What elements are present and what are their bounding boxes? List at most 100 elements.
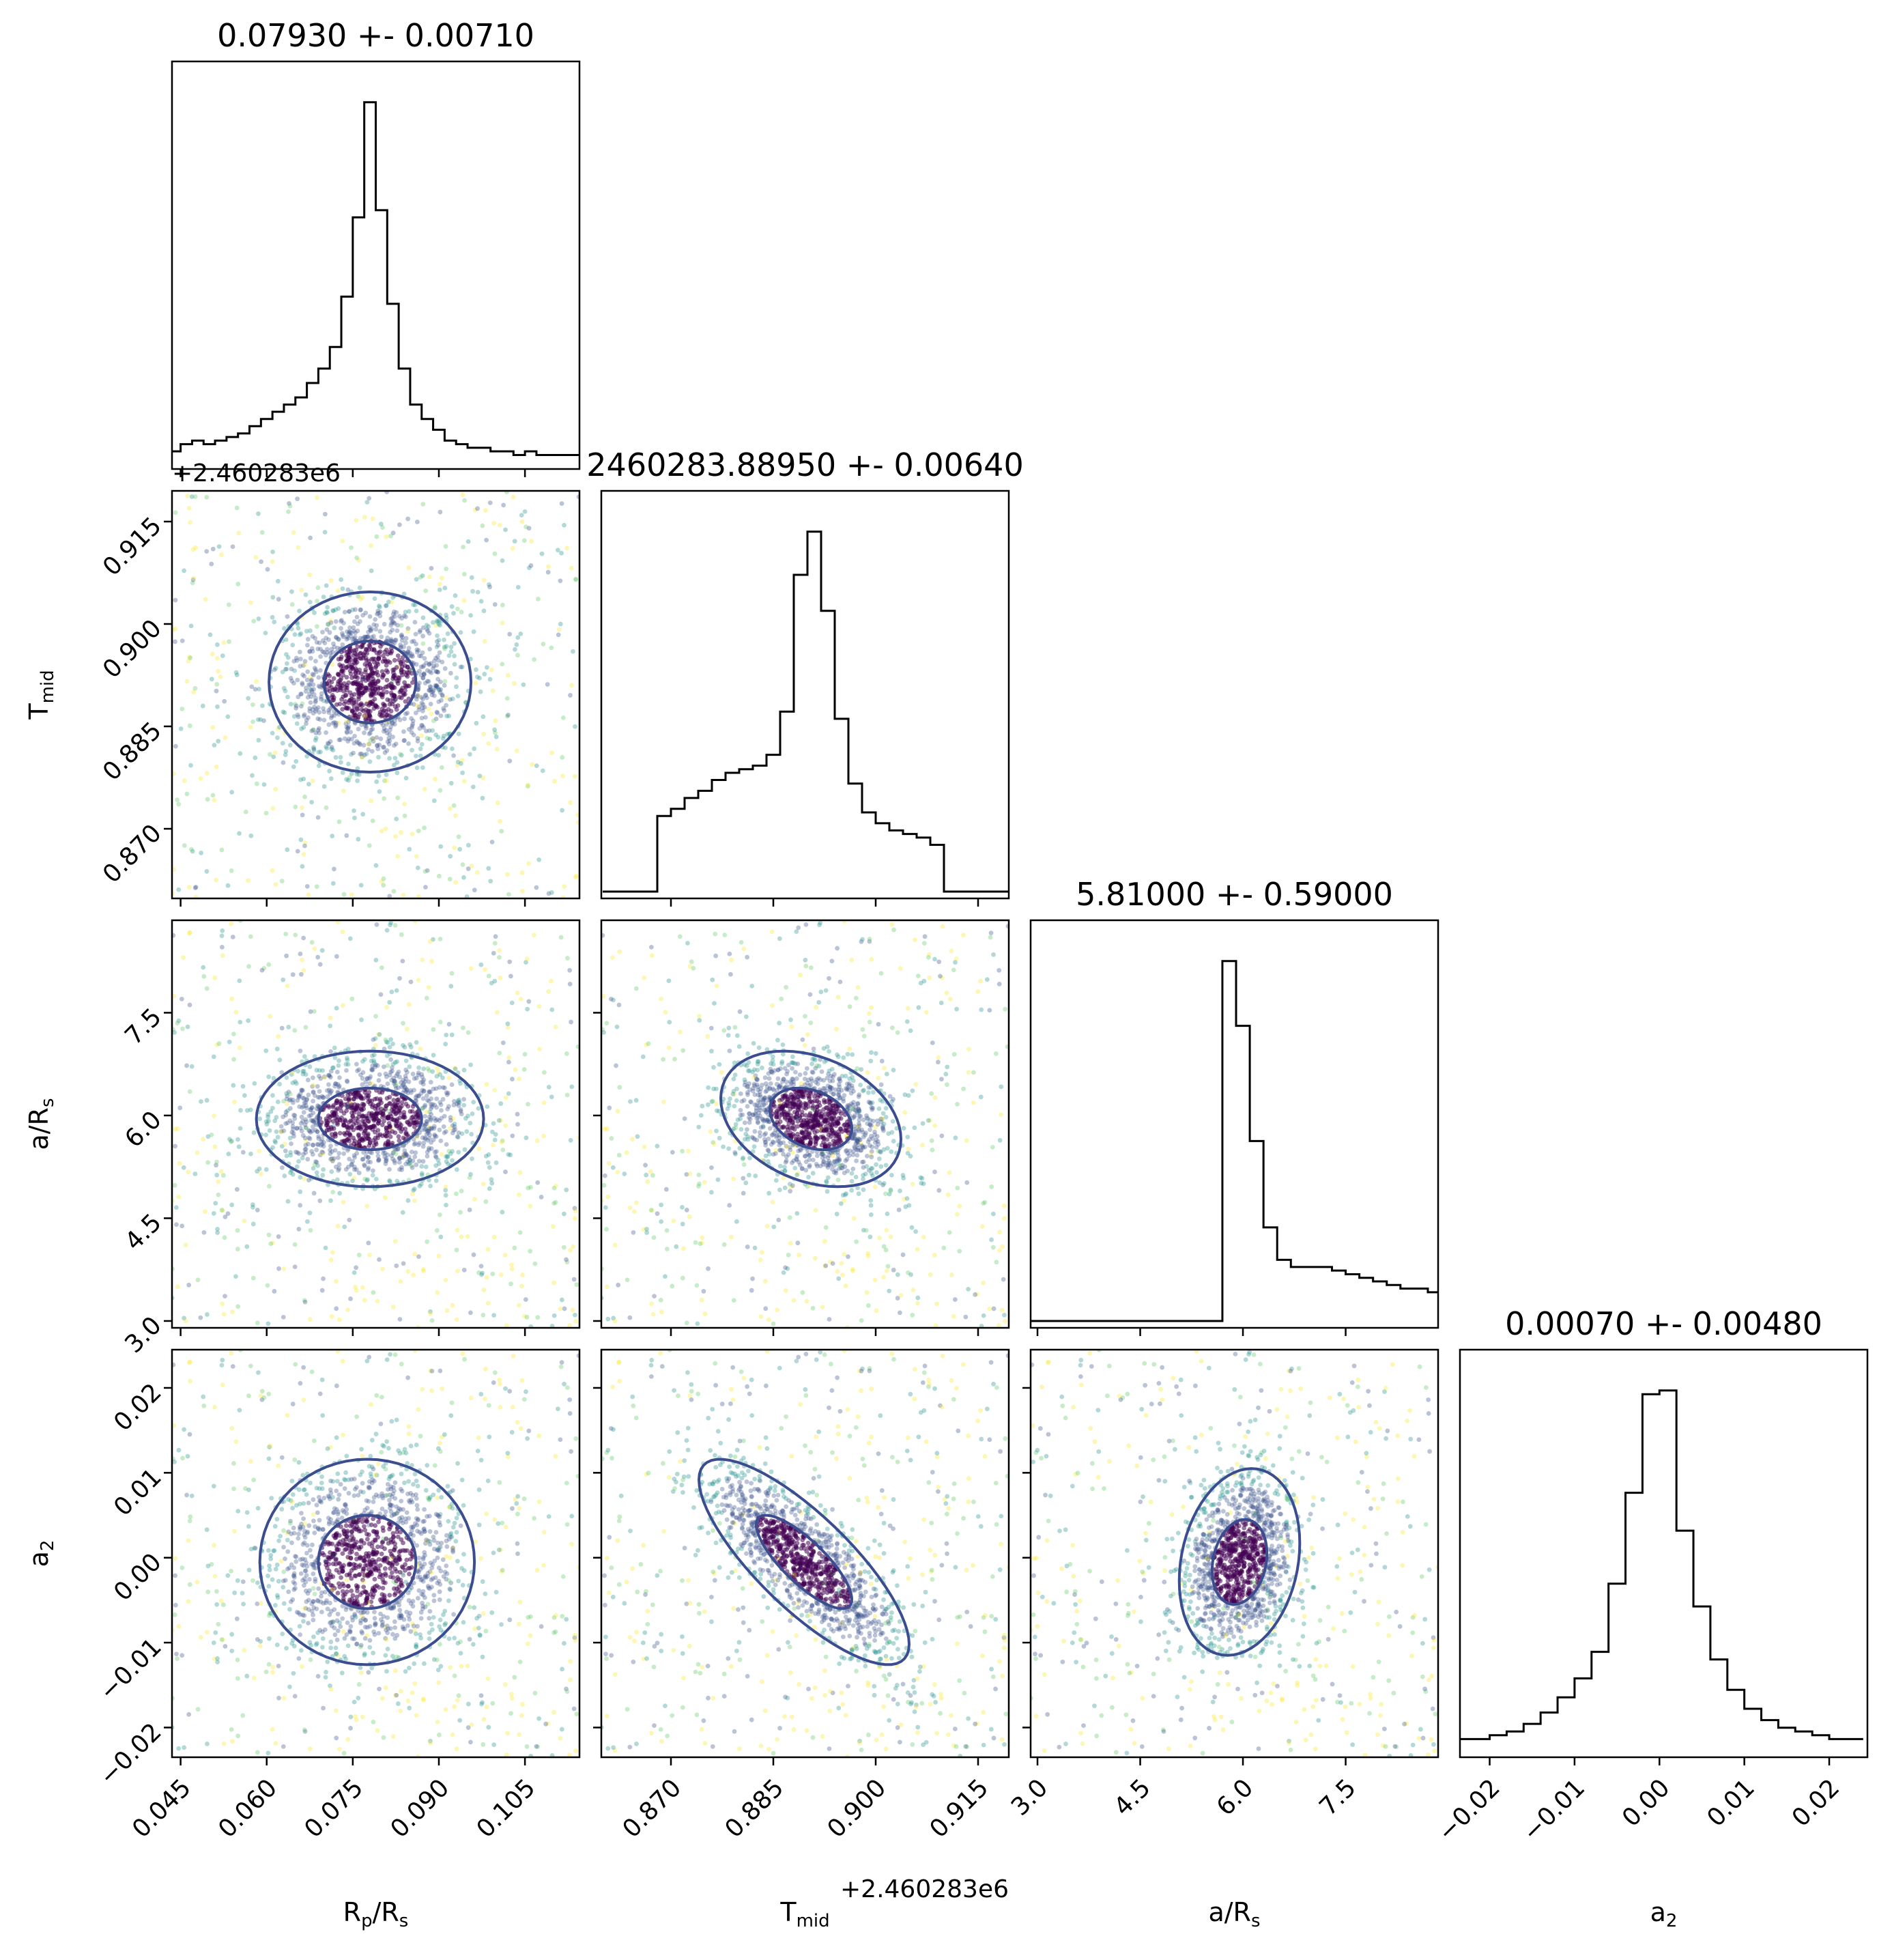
scatter-point — [266, 1075, 271, 1079]
scatter-point — [487, 1187, 492, 1191]
scatter-point — [316, 750, 321, 754]
scatter-point — [393, 1060, 398, 1065]
scatter-point — [573, 1319, 578, 1324]
scatter-point — [731, 1176, 736, 1181]
scatter-point — [263, 1133, 268, 1137]
scatter-point — [852, 1146, 857, 1150]
scatter-point — [334, 954, 339, 959]
scatter-point — [823, 1264, 828, 1268]
scatter-point — [313, 700, 318, 705]
scatter-point — [195, 1150, 200, 1155]
scatter-point — [814, 1208, 818, 1212]
scatter-point — [466, 1030, 471, 1035]
scatter-point — [284, 1110, 289, 1115]
scatter-point — [422, 1088, 427, 1093]
scatter-point — [614, 1064, 618, 1068]
scatter-point — [858, 1083, 863, 1088]
scatter-point — [276, 1034, 281, 1039]
scatter-point — [644, 1230, 649, 1235]
scatter-point — [432, 1103, 437, 1107]
scatter-point — [846, 1254, 850, 1259]
scatter-point — [422, 1114, 427, 1119]
scatter-point — [172, 1030, 177, 1035]
scatter-point — [355, 778, 360, 783]
scatter-point — [393, 834, 398, 839]
scatter-point — [177, 1105, 182, 1110]
scatter-point — [372, 1060, 377, 1065]
scatter-point — [442, 679, 447, 684]
scatter-point — [941, 924, 945, 929]
scatter-point — [377, 789, 382, 794]
scatter-point — [433, 777, 438, 782]
scatter-point — [364, 1124, 369, 1128]
scatter-point — [404, 776, 409, 780]
scatter-point — [884, 1106, 889, 1111]
scatter-point — [808, 1021, 813, 1025]
scatter-point — [844, 1283, 848, 1288]
scatter-point — [227, 602, 231, 607]
scatter-point — [185, 494, 190, 498]
scatter-point — [815, 1136, 820, 1141]
scatter-point — [435, 1117, 440, 1122]
scatter-point — [899, 1293, 904, 1298]
scatter-point — [348, 937, 353, 941]
scatter-point — [291, 1134, 296, 1139]
scatter-point — [291, 972, 296, 977]
scatter-point — [390, 600, 395, 605]
scatter-point — [363, 1080, 368, 1085]
scatter-point — [443, 1042, 448, 1047]
scatter-point — [573, 875, 578, 880]
scatter-point — [191, 548, 196, 552]
scatter-point — [702, 1180, 707, 1184]
scatter-point — [739, 1092, 743, 1096]
scatter-point — [253, 687, 258, 692]
scatter-point — [493, 602, 498, 607]
scatter-point — [922, 941, 927, 946]
scatter-point — [406, 741, 411, 746]
scatter-point — [381, 745, 386, 750]
scatter-point — [709, 1165, 714, 1170]
scatter-point — [476, 590, 481, 595]
scatter-point — [235, 1137, 240, 1142]
scatter-point — [190, 1064, 195, 1069]
scatter-point — [770, 929, 775, 934]
scatter-point — [277, 1057, 282, 1062]
scatter-point — [991, 1245, 996, 1250]
scatter-point — [203, 1209, 207, 1214]
scatter-point — [360, 1114, 364, 1119]
scatter-point — [330, 834, 334, 838]
scatter-point — [352, 1167, 357, 1172]
scatter-point — [321, 706, 326, 711]
scatter-point — [416, 1070, 421, 1075]
scatter-point — [407, 1042, 412, 1047]
scatter-point — [484, 538, 489, 543]
scatter-point — [328, 1074, 332, 1079]
scatter-point — [794, 1154, 799, 1159]
scatter-point — [470, 1156, 474, 1161]
scatter-point — [771, 1225, 776, 1230]
scatter-point — [788, 1017, 793, 1022]
scatter-point — [468, 613, 473, 618]
scatter-point — [246, 696, 250, 700]
scatter-point — [422, 671, 427, 676]
scatter-point — [761, 1125, 766, 1130]
scatter-point — [392, 658, 397, 663]
scatter-point — [375, 679, 380, 684]
scatter-point — [330, 1250, 335, 1255]
scatter-point — [757, 1045, 762, 1050]
scatter-point — [209, 562, 214, 567]
scatter-point — [377, 1090, 382, 1095]
scatter-point — [520, 520, 525, 524]
scatter-point — [495, 1010, 500, 1014]
scatter-point — [957, 1249, 962, 1253]
scatter-point — [427, 575, 432, 580]
scatter-point — [492, 1088, 497, 1093]
scatter-point — [289, 679, 294, 683]
scatter-point — [520, 870, 525, 875]
scatter-point — [695, 1321, 700, 1326]
scatter-point — [311, 683, 316, 687]
scatter-point — [416, 829, 421, 834]
scatter-point — [661, 1100, 666, 1105]
scatter-point — [395, 854, 400, 859]
scatter-point — [517, 1077, 521, 1081]
